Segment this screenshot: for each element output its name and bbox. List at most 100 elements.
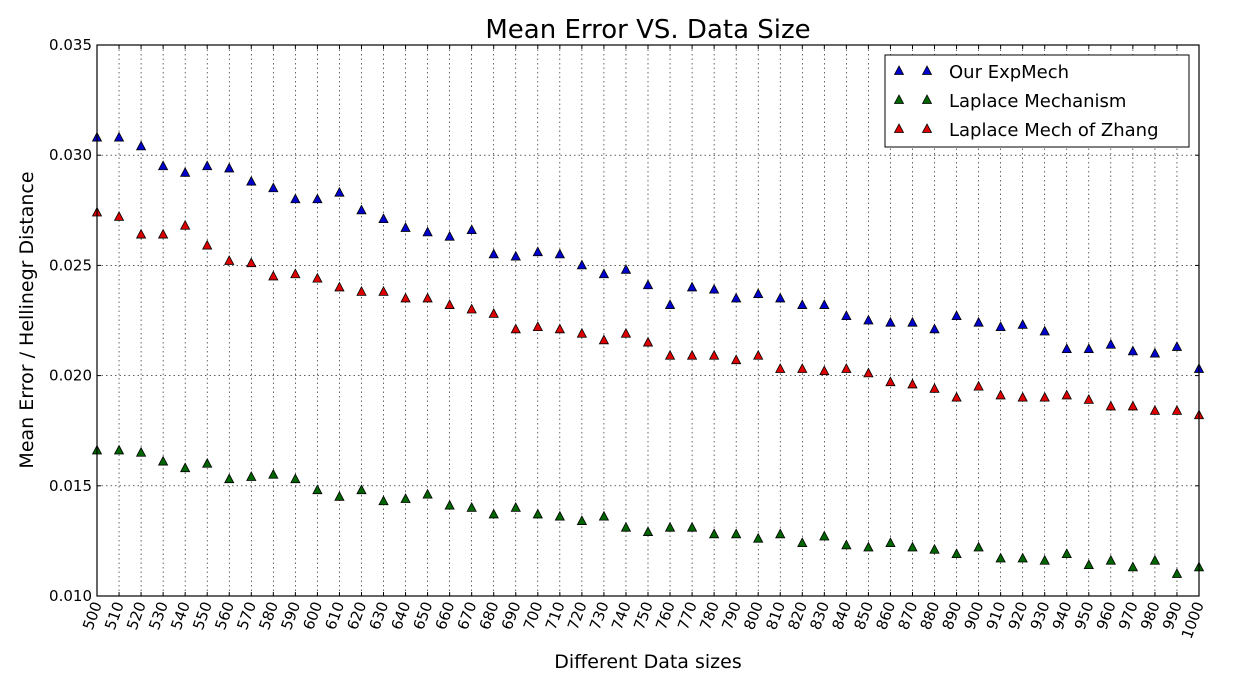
our-expmech-point [135,140,147,151]
laplace-mechanism-point [356,484,367,495]
our-expmech-point [422,226,433,237]
y-tick-label: 0.035 [49,36,92,54]
our-expmech-point [113,131,125,142]
laplace-mech-of-zhang-point [775,363,786,373]
laplace-mech-of-zhang-point [797,363,808,373]
x-tick-labels: 5005105205305405505605705805906006106206… [79,599,1208,641]
laplace-mech-of-zhang-point [135,228,147,239]
our-expmech-point [334,186,345,197]
laplace-mechanism-point [157,455,169,466]
laplace-mech-of-zhang-point [686,349,698,360]
our-expmech-point [576,259,588,270]
our-expmech-point [1127,345,1139,356]
laplace-mech-of-zhang-point [929,382,940,393]
laplace-mech-of-zhang-point [730,354,742,365]
our-expmech-point [1017,319,1028,329]
our-expmech-point [708,283,720,294]
y-tick-label: 0.030 [49,146,92,164]
laplace-mech-of-zhang-point [576,327,588,338]
laplace-mechanism-point [753,532,764,543]
laplace-mech-of-zhang-point [1083,393,1094,404]
laplace-mechanism-point [179,462,191,473]
chart-title: Mean Error VS. Data Size [485,15,810,45]
legend-marker-laplace-mech-of-zhang [921,123,933,133]
laplace-mech-of-zhang-point [246,257,257,268]
our-expmech-point [356,204,367,215]
our-expmech-point [730,292,742,303]
laplace-mechanism-point [995,552,1006,563]
our-expmech-point [157,160,169,171]
our-expmech-point [620,263,632,274]
our-expmech-point [907,316,918,327]
laplace-mech-of-zhang-point [157,228,169,239]
laplace-mech-of-zhang-point [312,272,323,283]
laplace-mechanism-point [444,499,455,510]
our-expmech-point [1039,325,1050,336]
legend-marker-our-expmech [921,65,933,75]
laplace-mechanism-point [312,484,323,495]
laplace-mechanism-point [1039,554,1050,565]
laplace-mech-of-zhang-point [1039,391,1050,402]
laplace-mech-of-zhang-point [973,380,984,391]
our-expmech-point [202,160,213,171]
legend-marker-laplace-mechanism [921,94,933,104]
laplace-mech-of-zhang-point [863,367,874,378]
laplace-mech-of-zhang-point [290,268,301,279]
y-tick-label: 0.010 [49,587,92,605]
laplace-mechanism-point [378,495,389,506]
laplace-mech-of-zhang-point [885,376,896,387]
our-expmech-point [819,299,830,309]
laplace-mechanism-point [135,446,147,457]
y-tick-label: 0.025 [49,256,92,274]
laplace-mechanism-point [929,543,940,554]
laplace-mechanism-point [1149,554,1161,565]
laplace-mech-of-zhang-point [268,270,279,281]
laplace-mech-of-zhang-point [664,349,676,360]
laplace-mech-of-zhang-point [995,389,1006,400]
laplace-mechanism-point [819,530,830,541]
laplace-mechanism-point [532,508,543,519]
laplace-mechanism-point [488,508,499,519]
laplace-mech-of-zhang-point [378,285,389,296]
laplace-mechanism-point [1127,561,1139,572]
laplace-mech-of-zhang-point [642,336,654,347]
legend: Our ExpMech Laplace Mechanism Laplace Me… [884,54,1190,148]
our-expmech-point [642,279,654,290]
laplace-mechanism-point [1171,568,1183,578]
laplace-mech-of-zhang-point [466,303,477,314]
laplace-mechanism-point [290,473,301,484]
laplace-mechanism-point [246,471,257,481]
laplace-mech-of-zhang-point [1149,405,1161,415]
legend-marker-our-expmech [893,65,905,75]
our-expmech-point [554,248,566,259]
laplace-mech-of-zhang-point [532,321,543,332]
data-markers [91,131,1205,578]
laplace-mechanism-point [576,515,588,525]
our-expmech-point [224,162,235,173]
our-expmech-point [1105,338,1117,349]
laplace-mechanism-point [466,501,477,512]
laplace-mech-of-zhang-point [510,323,521,334]
our-expmech-point [1083,343,1094,354]
our-expmech-point [400,222,411,232]
our-expmech-point [863,314,874,325]
laplace-mech-of-zhang-point [1171,405,1183,415]
laplace-mechanism-point [664,521,676,532]
our-expmech-point [775,292,786,303]
laplace-mechanism-point [400,493,411,503]
legend-label-our-expmech: Our ExpMech [949,62,1069,83]
our-expmech-point [466,224,477,235]
laplace-mechanism-point [422,488,433,499]
laplace-mechanism-point [1017,552,1028,563]
laplace-mech-of-zhang-point [598,334,610,345]
our-expmech-point [444,230,455,241]
laplace-mech-of-zhang-point [620,327,632,338]
laplace-mechanism-point [730,528,742,539]
axis-ticks [96,44,1200,597]
our-expmech-point [312,193,323,204]
our-expmech-point [995,321,1006,332]
y-tick-label: 0.015 [49,477,92,495]
our-expmech-point [268,182,279,193]
